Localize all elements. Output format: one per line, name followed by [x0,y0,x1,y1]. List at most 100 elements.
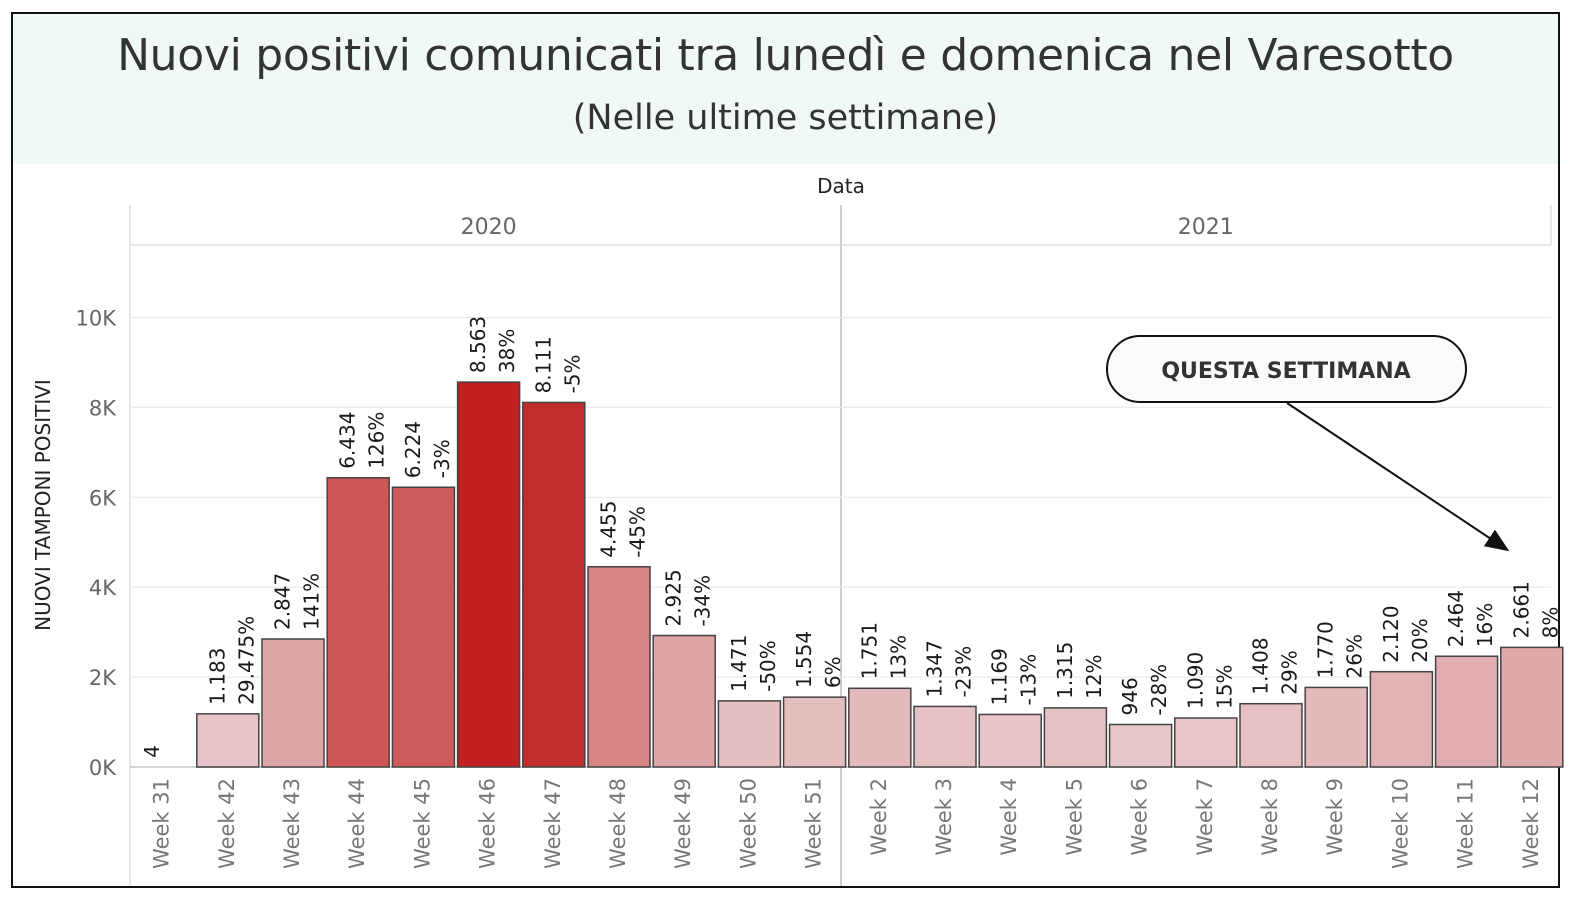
percent-label: 141% [300,573,324,630]
bar [978,713,1042,768]
bar [913,705,977,768]
percent-label: -50% [756,640,780,692]
bar [1043,707,1108,768]
percent-label: 16% [1473,603,1497,647]
percent-label: -23% [952,646,976,698]
percent-label: -3% [430,439,454,478]
value-label: 8.563 [466,316,490,373]
x-tick-label: Week 46 [476,778,500,869]
value-label: 2.661 [1509,581,1533,638]
bar [1434,655,1499,768]
x-tick-label: Week 5 [1062,778,1086,856]
value-label: 6.434 [336,412,360,469]
value-label: 946 [1118,677,1142,715]
percent-label: -34% [691,575,715,627]
bar [196,713,260,768]
percent-label: 26% [1343,634,1367,678]
y-tick-label: 6K [89,486,117,510]
x-tick-label: Week 48 [606,778,630,869]
percent-label: 6% [821,656,845,688]
value-label: 1.471 [727,635,751,692]
value-label: 2.847 [271,573,295,630]
value-label: 2.464 [1444,590,1468,647]
x-tick-label: Week 7 [1193,778,1217,856]
y-tick-label: 2K [89,666,117,690]
value-label: 1.090 [1183,652,1207,709]
bar [131,766,194,768]
percent-label: 8% [1538,607,1562,639]
bar [1239,702,1303,768]
bar [456,381,521,768]
bar [522,401,586,768]
value-label: 1.554 [792,631,816,688]
x-tick-label: Week 6 [1128,778,1152,856]
bar [1369,670,1434,768]
column-header: Data [817,174,865,198]
x-tick-label: Week 11 [1454,778,1478,869]
x-tick-label: Week 45 [410,778,434,869]
value-label: 6.224 [401,421,425,478]
header: Nuovi positivi comunicati tra lunedì e d… [13,14,1558,164]
percent-label: 15% [1212,665,1236,709]
value-label: 1.770 [1314,621,1338,678]
value-label: 4.455 [597,500,621,557]
y-tick-label: 8K [89,396,117,420]
bar [848,687,912,768]
bar [587,565,651,768]
x-tick-label: Week 51 [802,778,826,869]
bar [652,634,716,768]
value-label: 1.169 [988,648,1012,705]
x-tick-label: Week 10 [1388,778,1412,869]
percent-label: 126% [365,412,389,469]
bar [1500,646,1564,768]
bar [326,477,390,768]
year-label: 2021 [1178,215,1234,240]
value-label: 1.183 [205,648,229,705]
percent-label: 29.475% [234,616,258,705]
x-tick-label: Week 47 [541,778,565,869]
x-tick-label: Week 12 [1519,778,1543,869]
percent-label: 29% [1278,650,1302,694]
y-tick-label: 10K [76,307,118,331]
value-label: 1.408 [1249,637,1273,694]
bar [1174,717,1238,768]
x-tick-label: Week 42 [215,778,239,869]
x-tick-label: Week 8 [1258,778,1282,856]
value-label: 1.347 [923,640,947,697]
x-tick-label: Week 31 [150,778,174,869]
value-label: 2.925 [662,569,686,626]
x-tick-label: Week 3 [932,778,956,856]
callout-arrow [1286,402,1510,552]
value-label: 8.111 [531,336,555,393]
bar [391,486,456,768]
chart-title: Nuovi positivi comunicati tra lunedì e d… [117,30,1454,81]
bar [1304,686,1368,768]
value-label: 2.120 [1379,605,1403,662]
x-tick-label: Week 43 [280,778,304,869]
percent-label: 12% [1082,654,1106,698]
chart-subtitle: (Nelle ultime settimane) [572,98,999,138]
percent-label: -45% [626,506,650,558]
x-tick-label: Week 44 [345,778,369,869]
x-tick-label: Week 49 [671,778,695,869]
y-tick-label: 4K [89,576,117,600]
y-axis-title: NUOVI TAMPONI POSITIVI [31,379,55,631]
value-label: 1.315 [1053,642,1077,699]
bar [1108,723,1173,768]
callout-text: QUESTA SETTIMANA [1161,359,1410,384]
percent-label: -13% [1017,654,1041,706]
value-label: 1.751 [857,622,881,679]
x-tick-label: Week 9 [1323,778,1347,856]
value-label: 4 [140,745,164,758]
year-label: 2020 [461,215,517,240]
percent-label: 20% [1408,618,1432,662]
bar [261,638,325,768]
percent-label: -28% [1147,664,1171,716]
percent-label: 38% [495,329,519,373]
x-tick-label: Week 2 [867,778,891,856]
percent-label: 13% [886,635,910,679]
bar [782,696,847,768]
x-tick-label: Week 4 [997,778,1021,856]
callout-box [1106,335,1467,403]
